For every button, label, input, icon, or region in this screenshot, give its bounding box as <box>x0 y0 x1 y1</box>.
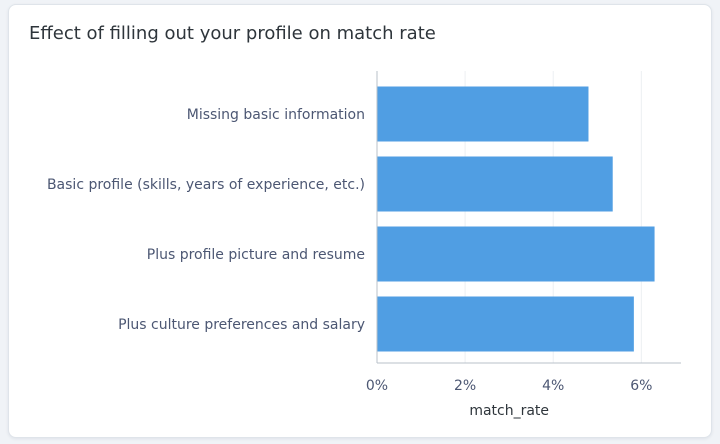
bar[interactable] <box>377 226 655 282</box>
x-axis-label: match_rate <box>469 403 549 419</box>
bar[interactable] <box>377 296 634 352</box>
x-tick-label: 2% <box>454 378 476 394</box>
chart-card: Effect of filling out your profile on ma… <box>8 4 712 438</box>
bars <box>377 86 655 352</box>
chart-title: Effect of filling out your profile on ma… <box>29 23 436 44</box>
bar-chart: Missing basic information Basic profile (… <box>47 71 681 419</box>
x-tick-label: 6% <box>630 378 652 394</box>
bar[interactable] <box>377 86 589 142</box>
x-tick-label: 4% <box>542 378 564 394</box>
x-tick-label: 0% <box>366 378 388 394</box>
bar[interactable] <box>377 156 613 212</box>
x-tick-labels: 0% 2% 4% 6% <box>366 378 653 394</box>
category-label: Plus profile picture and resume <box>147 247 365 263</box>
category-label: Missing basic information <box>187 107 365 123</box>
category-labels: Missing basic information Basic profile (… <box>47 107 365 333</box>
category-label: Plus culture preferences and salary <box>118 317 365 333</box>
category-label: Basic profile (skills, years of experien… <box>47 177 365 193</box>
